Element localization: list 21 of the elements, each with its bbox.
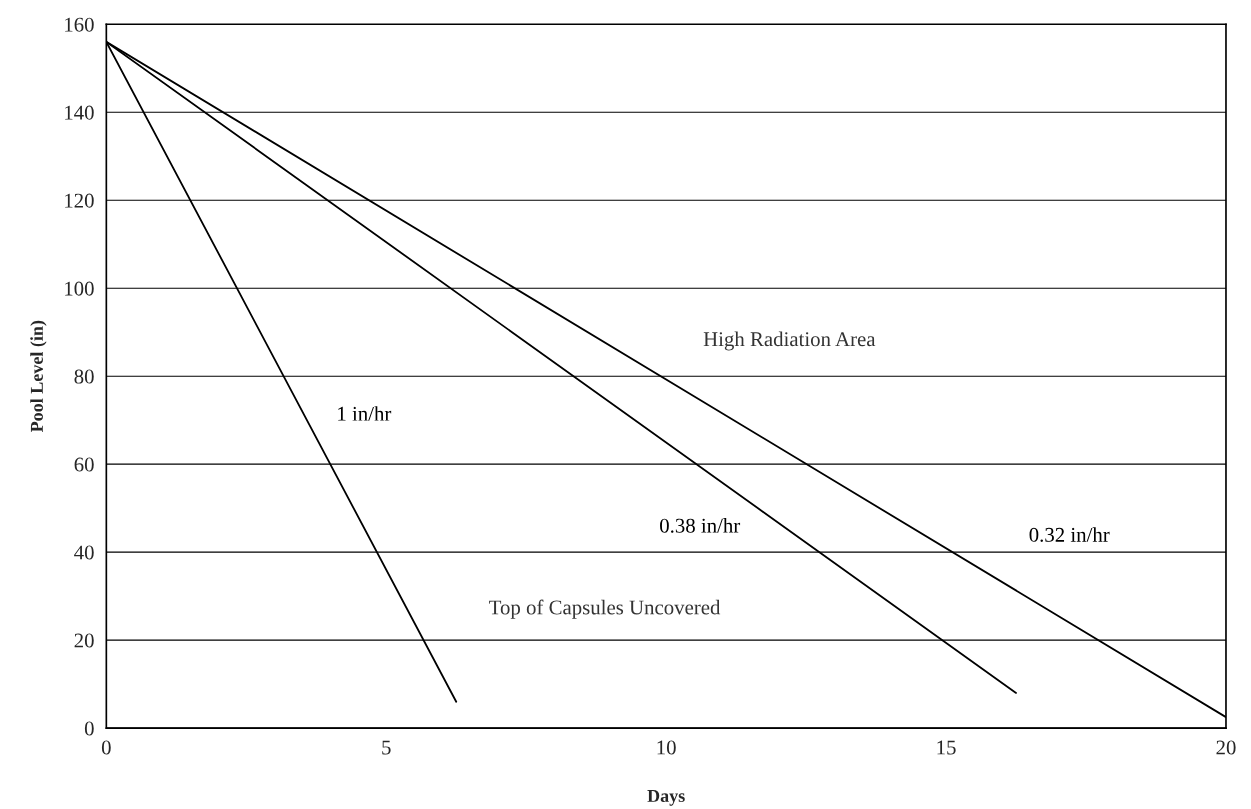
annotation: High Radiation Area	[703, 331, 876, 351]
x-tick-label: 10	[657, 740, 676, 755]
series-label: 0.38 in/hr	[660, 518, 741, 533]
x-tick-label: 15	[937, 740, 956, 755]
series-label: 1 in/hr	[338, 406, 392, 421]
x-tick-label: 20	[1216, 740, 1236, 755]
y-tick-label: 80	[74, 369, 94, 384]
y-tick-label: 0	[84, 721, 94, 736]
x-tick-label: 0	[101, 740, 111, 755]
y-tick-label: 120	[65, 193, 94, 208]
x-axis-title: Days	[647, 790, 685, 806]
y-tick-label: 100	[65, 281, 94, 296]
text: 0.32 in/hr	[1029, 527, 1110, 542]
y-tick-label: 140	[65, 105, 94, 120]
annotation: Top of Capsules Uncovered	[489, 599, 721, 619]
y-tick-label: 160	[65, 17, 94, 32]
y-tick-label: 40	[74, 545, 94, 560]
y-axis-title: Pool Level (in)	[30, 320, 47, 433]
x-tick-label: 5	[382, 740, 391, 755]
y-tick-label: 60	[74, 457, 94, 472]
y-tick-label: 20	[74, 633, 94, 648]
